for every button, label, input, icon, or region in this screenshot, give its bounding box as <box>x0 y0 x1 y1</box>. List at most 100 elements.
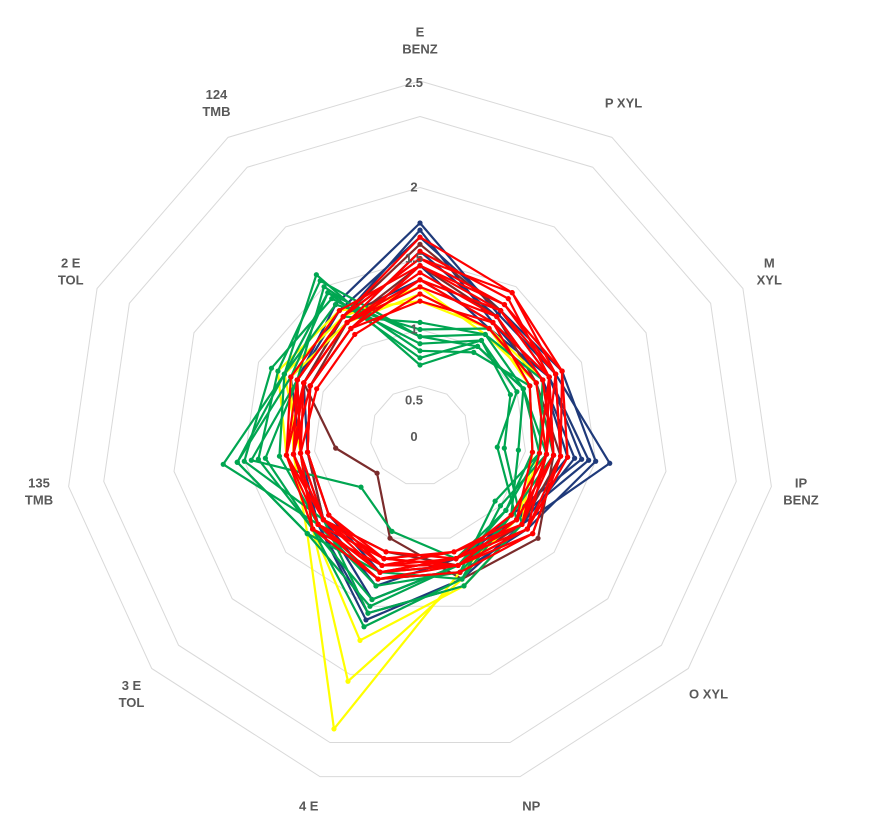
series-28-point-2 <box>553 371 559 377</box>
series-27-point-9 <box>307 383 313 389</box>
series-18-point-9 <box>281 371 287 377</box>
series-6-point-6 <box>387 535 393 541</box>
series-25-point-0 <box>417 291 423 297</box>
series-29-point-4 <box>519 521 525 527</box>
axis-label-3-line-1: BENZ <box>783 493 818 508</box>
series-17-point-8 <box>262 455 268 461</box>
series-16-point-8 <box>241 458 247 464</box>
series-28-point-4 <box>530 531 536 537</box>
series-12-point-0 <box>417 355 423 361</box>
series-0-point-0 <box>417 220 423 226</box>
grid-ring-2 <box>243 257 597 607</box>
series-16-point-10 <box>329 296 335 302</box>
series-line-16 <box>243 297 524 615</box>
series-15-point-0 <box>417 326 423 333</box>
series-14-point-0 <box>417 348 423 354</box>
series-28-point-1 <box>501 301 508 308</box>
series-29-point-5 <box>453 556 459 562</box>
series-14-point-10 <box>321 284 327 290</box>
axis-label-2-line-1: XYL <box>757 272 782 287</box>
series-6-point-0 <box>417 241 423 247</box>
series-29-point-8 <box>297 450 304 456</box>
series-14-point-7 <box>358 484 364 490</box>
radial-tick-labels: 0 0.5 1 1.5 2 2.5 <box>405 75 423 444</box>
series-29-point-1 <box>498 307 504 314</box>
series-30-point-3 <box>564 454 571 460</box>
series-25-point-6 <box>383 549 389 555</box>
axis-label-8-line-1: TMB <box>25 493 53 508</box>
series-28-point-7 <box>310 526 316 532</box>
series-24-point-3 <box>536 450 543 456</box>
axis-label-10: 124 TMB <box>202 87 230 119</box>
radar-series <box>220 220 613 732</box>
series-11-point-6 <box>373 583 379 589</box>
radial-tick-label-1: 0.5 <box>405 393 423 408</box>
axis-label-9-line-0: 2 E <box>61 255 81 270</box>
series-28-point-8 <box>283 452 290 458</box>
series-2-point-0 <box>417 227 423 233</box>
series-27-point-5 <box>451 549 457 555</box>
axis-label-9: 2 E TOL <box>58 255 84 287</box>
series-17-point-1 <box>482 331 488 338</box>
series-28-point-5 <box>457 569 463 575</box>
series-30-point-5 <box>455 562 461 569</box>
series-line-28 <box>285 264 562 581</box>
series-17-point-0 <box>417 319 423 325</box>
series-29-point-2 <box>546 374 552 380</box>
axis-label-2: M XYL <box>757 255 782 287</box>
series-27-point-6 <box>381 556 387 562</box>
series-18-point-2 <box>520 386 526 392</box>
series-2-point-3 <box>586 457 592 463</box>
series-25-point-4 <box>508 512 514 518</box>
series-25-point-10 <box>352 331 358 338</box>
grid-ring-0 <box>370 385 470 485</box>
series-25-point-1 <box>486 325 492 332</box>
series-12-point-6 <box>367 603 373 609</box>
axis-label-0: E BENZ <box>402 25 437 57</box>
series-15-point-8 <box>276 453 283 459</box>
series-30-point-7 <box>315 521 321 527</box>
series-6-point-8 <box>333 445 339 451</box>
axis-label-10-line-0: 124 <box>206 87 228 102</box>
axis-label-7: 3 E TOL <box>119 678 145 710</box>
axis-label-0-line-1: BENZ <box>402 42 437 57</box>
radial-tick-label-3: 1.5 <box>405 251 423 266</box>
series-16-point-0 <box>417 341 423 347</box>
axis-label-2-line-0: M <box>764 255 775 270</box>
axis-label-5: NPBENZ <box>514 798 549 813</box>
series-8-point-6 <box>331 726 337 732</box>
axis-label-4: O XYL <box>689 687 728 702</box>
series-18-point-10 <box>325 290 331 296</box>
series-12-point-3 <box>494 444 500 450</box>
series-28-point-10 <box>336 307 342 314</box>
axis-label-3: IP BENZ <box>783 476 818 508</box>
radial-tick-label-0: 0 <box>410 429 417 444</box>
series-1-point-3 <box>593 458 599 464</box>
series-16-point-5 <box>461 583 467 589</box>
series-17-point-4 <box>503 507 509 513</box>
axis-label-8: 135 TMB <box>25 476 53 508</box>
series-30-point-8 <box>290 451 297 457</box>
axis-label-9-line-1: TOL <box>58 272 84 287</box>
axis-label-6-line-0: 4 E <box>299 798 319 813</box>
axis-label-4-line-0: O XYL <box>689 687 728 702</box>
series-30-point-6 <box>377 569 383 575</box>
series-25-point-2 <box>533 380 539 386</box>
series-16-point-3 <box>501 445 507 451</box>
series-12-point-2 <box>514 389 520 395</box>
series-26-point-0 <box>417 284 423 290</box>
series-line-27 <box>306 300 534 560</box>
series-27-point-4 <box>513 517 520 523</box>
grid-ring-5 <box>68 80 772 778</box>
series-16-point-1 <box>478 337 485 344</box>
series-25-point-9 <box>314 386 320 392</box>
axis-label-1-line-0: P XYL <box>605 96 642 111</box>
series-29-point-10 <box>344 319 350 326</box>
radial-tick-label-4: 2 <box>410 180 417 195</box>
series-26-point-2 <box>540 377 546 383</box>
series-line-9 <box>283 285 548 683</box>
series-26-point-1 <box>494 313 500 320</box>
series-18-point-0 <box>417 334 423 340</box>
